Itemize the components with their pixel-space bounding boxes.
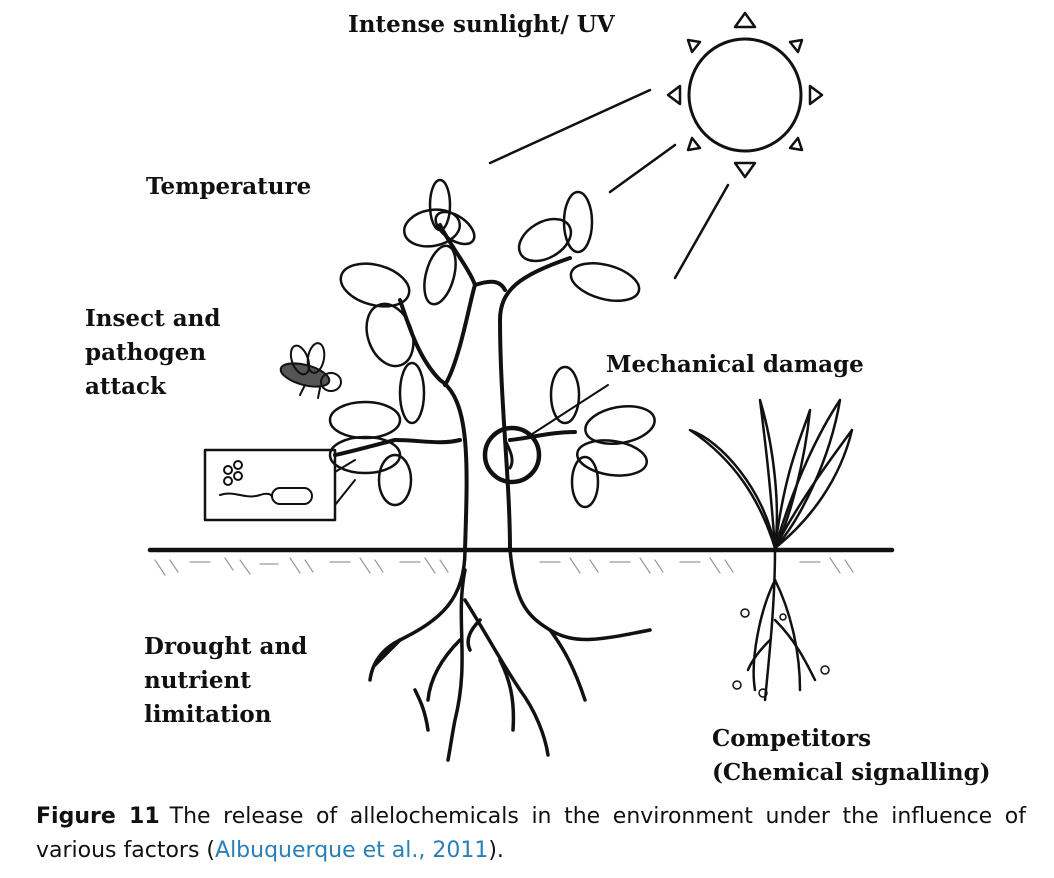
citation-link[interactable]: Albuquerque et al., 2011: [215, 838, 489, 863]
label-insect-line-1: Insect and: [85, 305, 221, 332]
bee-icon: [279, 342, 342, 399]
damage-circle: [482, 384, 609, 485]
diagram-illustration: [147, 11, 895, 762]
figure-label: Figure 11: [36, 804, 160, 829]
caption-end: ).: [488, 838, 504, 863]
competitor-plant: [688, 398, 854, 702]
label-mechanical-damage: Mechanical damage: [606, 351, 864, 378]
exudate-bubbles: [732, 608, 830, 698]
label-temperature: Temperature: [146, 173, 312, 200]
caption-text: The release of allelochemicals in the en…: [36, 804, 1026, 863]
pathogen-box: [203, 448, 356, 522]
figure-caption: Figure 11 The release of allelochemicals …: [36, 800, 1026, 868]
label-sunlight: Intense sunlight/ UV: [348, 11, 615, 38]
label-insect-attack: Insect and pathogen attack: [85, 302, 220, 404]
label-drought-line-2: nutrient: [144, 667, 251, 694]
label-insect-line-2: pathogen: [85, 339, 207, 366]
plant-leaves: [328, 178, 656, 509]
label-competitors: Competitors (Chemical signalling): [712, 722, 991, 790]
label-drought-line-3: limitation: [144, 701, 272, 728]
label-drought-line-1: Drought and: [144, 633, 308, 660]
sun-rays: [488, 88, 730, 280]
plant-roots: [368, 548, 652, 762]
label-drought: Drought and nutrient limitation: [144, 630, 307, 732]
soil-texture: [154, 557, 854, 576]
label-insect-line-3: attack: [85, 373, 166, 400]
sun-icon: [666, 11, 824, 179]
label-competitors-line-1: Competitors: [712, 725, 872, 752]
label-competitors-line-2: (Chemical signalling): [712, 759, 991, 786]
